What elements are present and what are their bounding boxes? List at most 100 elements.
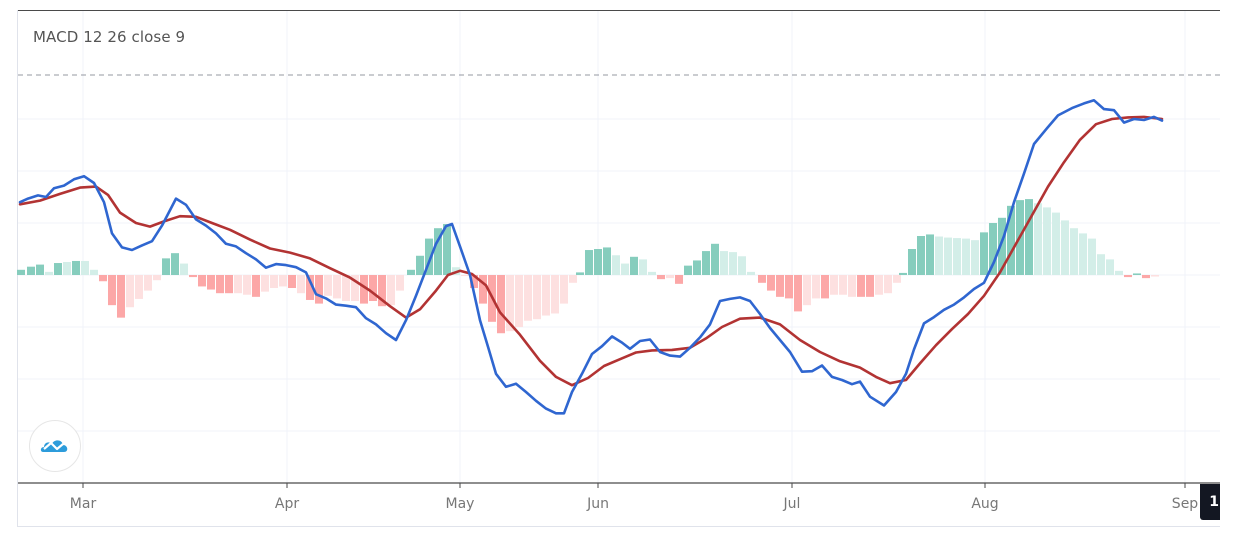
x-axis-label-aug: Aug [971, 496, 999, 512]
histogram-bar [162, 258, 170, 275]
histogram [17, 199, 1159, 334]
pane-left-border [17, 10, 18, 527]
histogram-bar [216, 275, 224, 294]
histogram-bar [225, 275, 233, 294]
histogram-bar [693, 260, 701, 275]
histogram-bar [90, 269, 98, 275]
histogram-bar [261, 275, 269, 292]
histogram-bar [821, 275, 829, 299]
histogram-bar [603, 247, 611, 275]
histogram-bar [621, 263, 629, 275]
x-axis-label-apr: Apr [274, 496, 300, 512]
histogram-bar [767, 275, 775, 291]
histogram-bar [378, 275, 386, 307]
histogram-bar [1088, 238, 1096, 275]
histogram-bar [407, 269, 415, 275]
histogram-bar [560, 275, 568, 304]
x-axis-ticks [82, 483, 1186, 488]
signal-line [18, 115, 1164, 387]
histogram-bar [1052, 212, 1060, 275]
pane-bottom-border [17, 526, 1220, 527]
histogram-bar [935, 236, 943, 275]
histogram-bar [1043, 207, 1051, 275]
histogram-bar [108, 275, 116, 306]
histogram-bar [243, 275, 251, 295]
histogram-bar [576, 272, 584, 275]
histogram-bar [396, 275, 404, 291]
histogram-bar [866, 275, 874, 297]
histogram-bar [1142, 275, 1150, 279]
histogram-bar [630, 256, 638, 275]
x-axis-label-jul: Jul [783, 496, 801, 512]
histogram-bar [27, 266, 35, 275]
histogram-bar [144, 275, 152, 291]
histogram-bar [72, 260, 80, 275]
histogram-bar [612, 255, 620, 275]
histogram-bar [54, 263, 62, 275]
macd-line [18, 99, 1164, 415]
histogram-bar [198, 275, 206, 287]
histogram-bar [533, 275, 541, 320]
histogram-bar [720, 251, 728, 275]
histogram-bar [1034, 203, 1042, 275]
histogram-bar [917, 236, 925, 275]
histogram-bar [738, 256, 746, 275]
histogram-bar [776, 275, 784, 297]
histogram-bar [848, 275, 856, 297]
histogram-bar [360, 275, 368, 304]
histogram-bar [830, 275, 838, 295]
histogram-bar [785, 275, 793, 299]
x-axis-label-mar: Mar [69, 496, 97, 512]
histogram-bar [270, 275, 278, 288]
histogram-bar [369, 275, 377, 301]
histogram-bar [1106, 259, 1114, 275]
x-axis-label-jun: Jun [587, 496, 609, 512]
histogram-bar [971, 240, 979, 275]
histogram-bar [342, 275, 350, 301]
histogram-bar [1025, 199, 1033, 275]
histogram-bar [17, 269, 25, 275]
histogram-bar [666, 275, 674, 279]
histogram-bar [1115, 270, 1123, 275]
histogram-bar [36, 264, 44, 275]
histogram-bar [497, 275, 505, 334]
histogram-bar [333, 275, 341, 299]
histogram-bar [794, 275, 802, 312]
histogram-bar [551, 275, 559, 314]
histogram-bar [207, 275, 215, 290]
overflow-price-tag: 1 [1200, 484, 1220, 520]
histogram-bar [1133, 273, 1141, 275]
histogram-bar [702, 251, 710, 275]
histogram-bar [1070, 228, 1078, 275]
histogram-bar [1007, 205, 1015, 275]
histogram-bar [1124, 275, 1132, 278]
indicator-legend[interactable]: MACD 12 26 close 9 [33, 28, 186, 46]
histogram-bar [351, 275, 359, 301]
histogram-bar [857, 275, 865, 297]
histogram-bar [962, 238, 970, 275]
histogram-bar [675, 275, 683, 284]
histogram-bar [729, 252, 737, 275]
histogram-bar [908, 249, 916, 275]
histogram-bar [306, 275, 314, 300]
histogram-bar [884, 275, 892, 294]
histogram-bar [684, 265, 692, 275]
histogram-bar [297, 275, 305, 294]
histogram-bar [1079, 233, 1087, 275]
histogram-bar [594, 249, 602, 275]
tradingview-logo-button[interactable] [29, 420, 81, 472]
histogram-bar [470, 275, 478, 288]
histogram-bar [648, 271, 656, 275]
histogram-bar [812, 275, 820, 299]
histogram-bar [81, 260, 89, 275]
histogram-bar [524, 275, 532, 321]
x-axis-label-may: May [445, 496, 475, 512]
histogram-bar [171, 253, 179, 275]
histogram-bar [99, 275, 107, 282]
histogram-bar [189, 275, 197, 278]
histogram-bar [461, 275, 469, 277]
histogram-bar [1097, 254, 1105, 275]
x-axis-label-sep: Sep [1171, 496, 1199, 512]
histogram-bar [893, 275, 901, 283]
